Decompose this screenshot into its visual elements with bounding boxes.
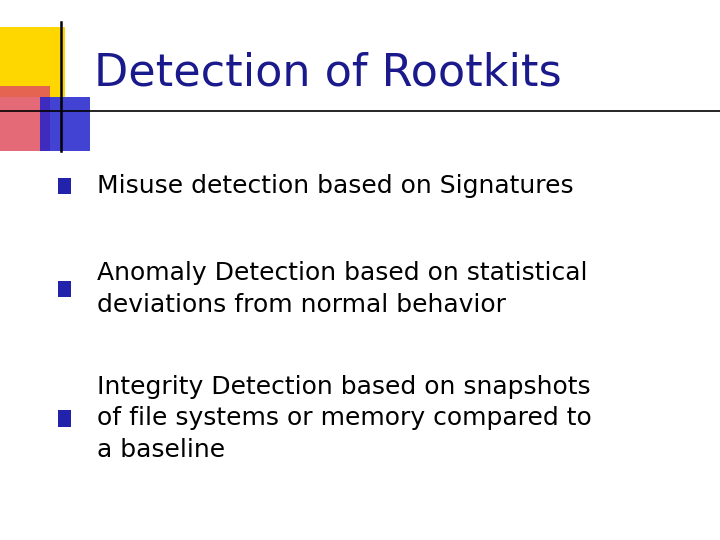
Text: Anomaly Detection based on statistical
deviations from normal behavior: Anomaly Detection based on statistical d… — [97, 261, 588, 316]
Text: Misuse detection based on Signatures: Misuse detection based on Signatures — [97, 174, 574, 198]
Text: Integrity Detection based on snapshots
of file systems or memory compared to
a b: Integrity Detection based on snapshots o… — [97, 375, 592, 462]
Bar — [40, 97, 90, 151]
Bar — [58, 281, 71, 297]
Bar — [0, 27, 65, 97]
Bar — [58, 410, 71, 427]
Bar — [0, 86, 50, 151]
Text: Detection of Rootkits: Detection of Rootkits — [94, 51, 561, 94]
Bar — [58, 178, 71, 194]
